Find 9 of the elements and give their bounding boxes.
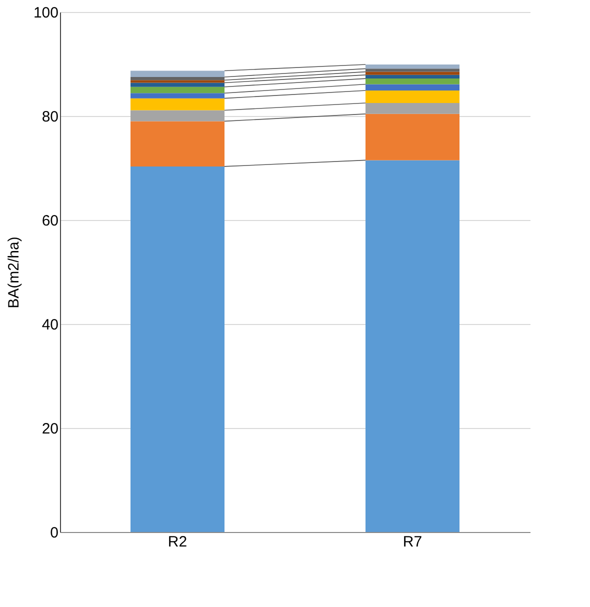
y-tick-label: 60 <box>42 212 58 230</box>
y-tick-label: 80 <box>42 108 58 126</box>
y-axis-title: BA(m2/ha) <box>5 236 22 308</box>
y-tick-label: 40 <box>42 316 58 334</box>
x-tick-label: R2 <box>168 534 188 550</box>
y-tick-label: 0 <box>50 524 58 542</box>
x-tick-label: R7 <box>402 534 422 550</box>
y-tick-label: 100 <box>33 4 58 22</box>
y-tick-label: 20 <box>42 420 58 438</box>
